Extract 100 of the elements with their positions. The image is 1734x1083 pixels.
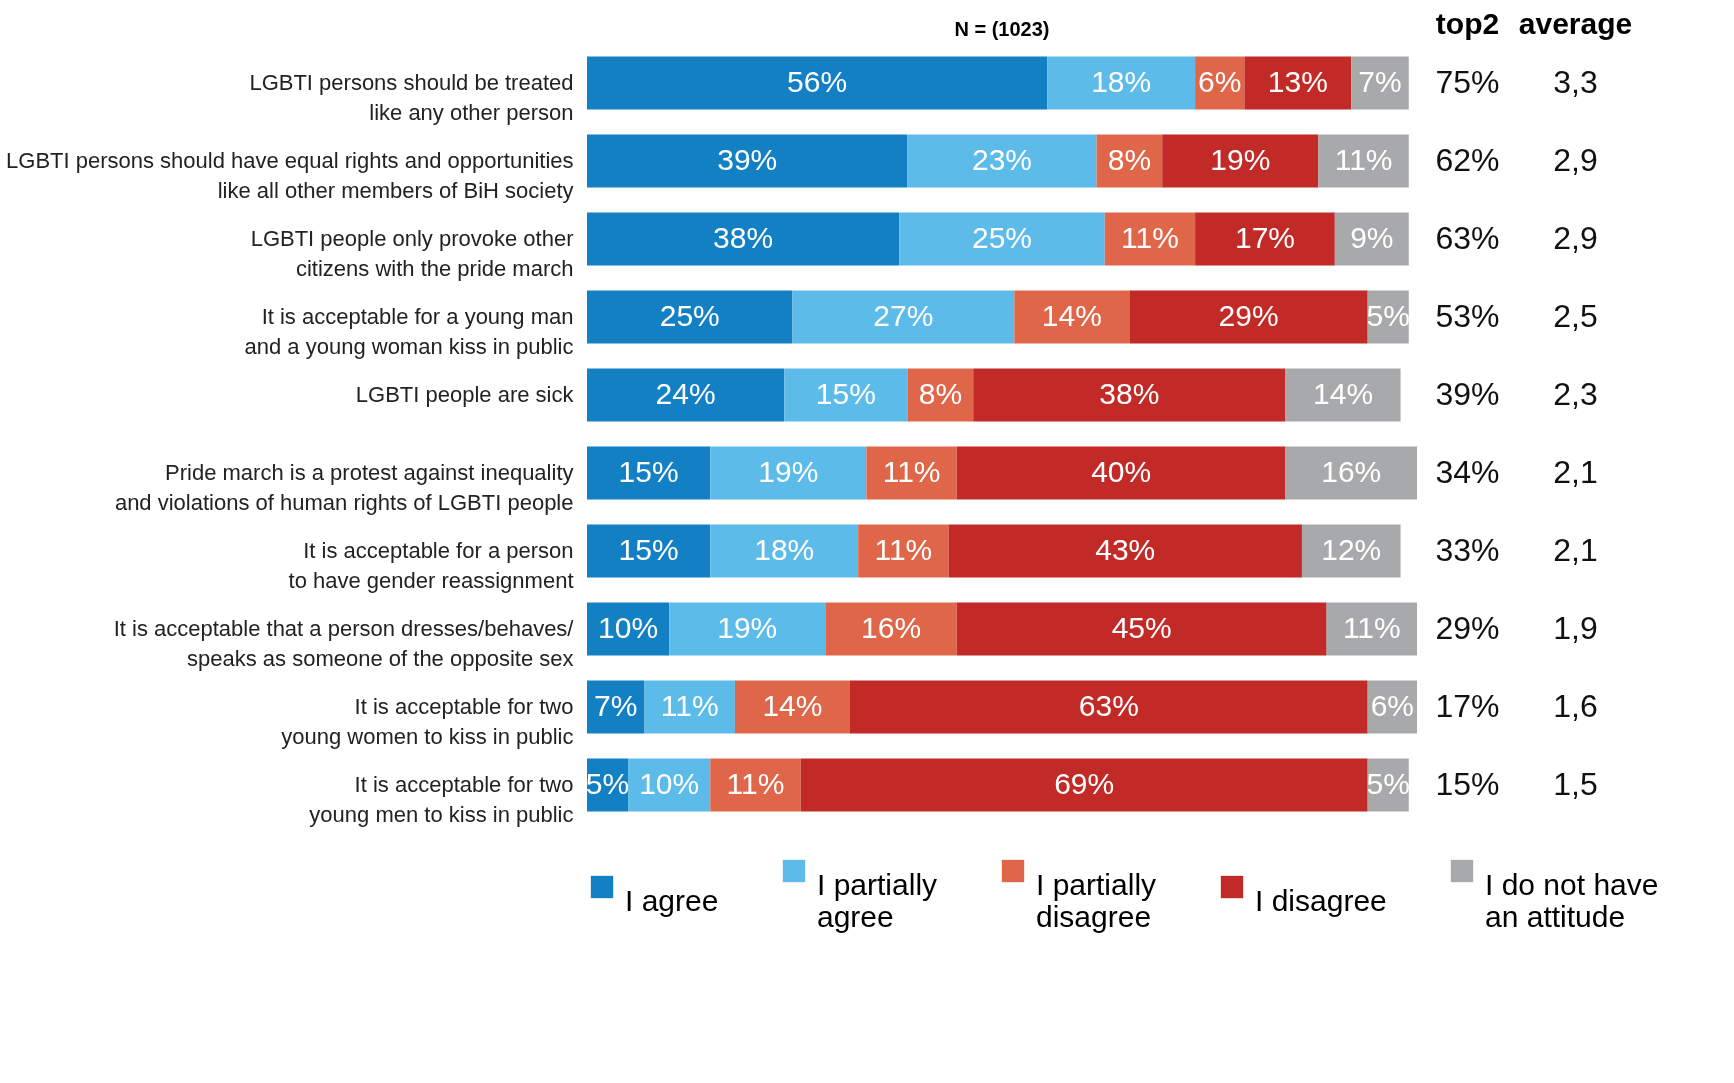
data-label: 43% — [1095, 533, 1156, 566]
data-label: 7% — [594, 689, 638, 722]
data-label: 11% — [660, 689, 719, 722]
text: 29% — [1435, 610, 1500, 646]
text: average — [1518, 7, 1633, 40]
legend-label: I partially disagree — [1036, 868, 1157, 933]
text: 1,5 — [1553, 766, 1598, 802]
text: 3,3 — [1553, 64, 1598, 100]
data-label: 18% — [1091, 65, 1152, 98]
data-label: 11% — [1121, 221, 1179, 254]
data-label: 25% — [659, 299, 720, 332]
bar — [587, 446, 711, 500]
y-tick-label: It is acceptable for two young men to kiss in public — [309, 772, 574, 827]
bar — [644, 680, 735, 734]
bar — [587, 524, 711, 578]
data-label: 12% — [1321, 533, 1382, 566]
data-label: 11% — [882, 455, 941, 488]
legend-label: I agree — [625, 884, 719, 917]
data-label: 69% — [1054, 767, 1115, 800]
data-label: 8% — [1107, 143, 1152, 176]
text: 2,9 — [1553, 220, 1598, 256]
data-label: 11% — [1342, 611, 1401, 644]
bar — [956, 602, 1327, 656]
text: 2,9 — [1553, 142, 1598, 178]
bar — [734, 680, 850, 734]
text: 17% — [1435, 688, 1500, 724]
y-tick-label: It is acceptable for a young man and a young woman kiss in public — [244, 304, 574, 359]
data-label: 8% — [918, 377, 963, 410]
text: 2,3 — [1553, 376, 1598, 412]
bar — [710, 524, 859, 578]
data-label: 13% — [1267, 65, 1328, 98]
data-label: 6% — [1370, 689, 1415, 722]
bar — [1301, 524, 1401, 578]
bar — [1318, 134, 1409, 188]
bar — [849, 680, 1368, 734]
data-label: 19% — [758, 455, 819, 488]
bar — [1244, 56, 1352, 110]
bar — [858, 524, 949, 578]
bar — [1326, 602, 1417, 656]
data-label: 15% — [618, 533, 679, 566]
bar — [907, 368, 974, 422]
data-label: 24% — [655, 377, 716, 410]
text: 15% — [1435, 766, 1500, 802]
text: 39% — [1435, 376, 1500, 412]
text: 1,6 — [1553, 688, 1598, 724]
data-label: 38% — [713, 221, 774, 254]
data-label: 10% — [598, 611, 659, 644]
data-label: 38% — [1099, 377, 1160, 410]
text: 1,9 — [1553, 610, 1598, 646]
data-label: 19% — [717, 611, 778, 644]
data-label: 63% — [1078, 689, 1139, 722]
text: 33% — [1435, 532, 1500, 568]
bar — [710, 758, 801, 812]
bar — [866, 446, 957, 500]
bar — [1334, 212, 1409, 266]
data-label: 15% — [618, 455, 679, 488]
bar — [1047, 56, 1196, 110]
bar — [948, 524, 1302, 578]
bar — [587, 680, 645, 734]
bar — [1285, 368, 1401, 422]
text: top2 — [1435, 7, 1500, 40]
data-label: 17% — [1234, 221, 1295, 254]
data-label: 10% — [639, 767, 700, 800]
data-label: 19% — [1210, 143, 1271, 176]
data-label: 14% — [1313, 377, 1374, 410]
data-label: 40% — [1091, 455, 1152, 488]
text: 62% — [1435, 142, 1500, 178]
data-label: 15% — [815, 377, 876, 410]
data-label: 16% — [1321, 455, 1382, 488]
data-label: 45% — [1111, 611, 1172, 644]
data-label: 14% — [762, 689, 823, 722]
bar — [1195, 212, 1335, 266]
data-label: 5% — [1366, 767, 1410, 800]
bar — [899, 212, 1105, 266]
data-label: 14% — [1041, 299, 1102, 332]
y-tick-label: Pride march is a protest against inequality and violations of human rights of LGBTI people — [114, 460, 574, 515]
legend-label: I disagree — [1255, 884, 1387, 917]
text: N = (1023) — [954, 18, 1050, 40]
text: 53% — [1435, 298, 1500, 334]
bar — [973, 368, 1286, 422]
bar — [587, 212, 900, 266]
data-label: 25% — [971, 221, 1033, 254]
bar — [956, 446, 1286, 500]
legend-label: I do not have an attitude — [1485, 868, 1659, 933]
data-label: 6% — [1198, 65, 1242, 98]
y-tick-label: It is acceptable for two young women to kiss in public — [281, 694, 574, 749]
bar — [1285, 446, 1417, 500]
bar — [784, 368, 908, 422]
bar — [792, 290, 1015, 344]
data-label: 23% — [971, 143, 1033, 176]
data-label: 16% — [861, 611, 922, 644]
data-label: 39% — [717, 143, 778, 176]
text: 2,5 — [1553, 298, 1598, 334]
y-tick-label: It is acceptable for a person to have gender reassignment — [288, 538, 574, 593]
bar — [907, 134, 1097, 188]
data-label: 56% — [787, 65, 848, 98]
text: 2,1 — [1553, 532, 1598, 568]
bar — [710, 446, 867, 500]
bar — [1162, 134, 1319, 188]
bar — [587, 134, 908, 188]
